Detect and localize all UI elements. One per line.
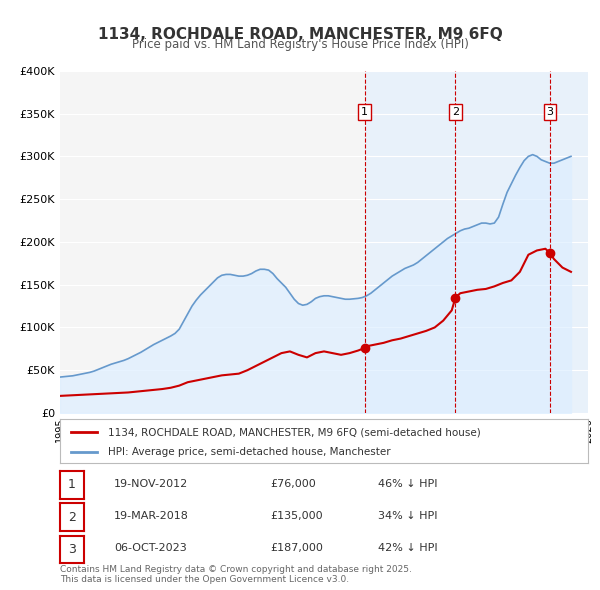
Text: 1134, ROCHDALE ROAD, MANCHESTER, M9 6FQ: 1134, ROCHDALE ROAD, MANCHESTER, M9 6FQ	[98, 27, 502, 41]
Text: 2: 2	[452, 107, 459, 117]
Text: 2: 2	[68, 510, 76, 524]
Text: 06-OCT-2023: 06-OCT-2023	[114, 543, 187, 553]
Text: 19-MAR-2018: 19-MAR-2018	[114, 511, 189, 521]
Text: 3: 3	[68, 543, 76, 556]
Text: £187,000: £187,000	[270, 543, 323, 553]
Text: 3: 3	[547, 107, 553, 117]
Text: 1: 1	[361, 107, 368, 117]
Text: 1134, ROCHDALE ROAD, MANCHESTER, M9 6FQ (semi-detached house): 1134, ROCHDALE ROAD, MANCHESTER, M9 6FQ …	[107, 427, 480, 437]
Text: 46% ↓ HPI: 46% ↓ HPI	[378, 478, 437, 489]
Bar	[365, 71, 455, 413]
Bar	[455, 71, 550, 413]
Text: Contains HM Land Registry data © Crown copyright and database right 2025.
This d: Contains HM Land Registry data © Crown c…	[60, 565, 412, 584]
Text: 34% ↓ HPI: 34% ↓ HPI	[378, 511, 437, 521]
Text: £76,000: £76,000	[270, 478, 316, 489]
Text: Price paid vs. HM Land Registry's House Price Index (HPI): Price paid vs. HM Land Registry's House …	[131, 38, 469, 51]
Text: 1: 1	[68, 478, 76, 491]
Text: 42% ↓ HPI: 42% ↓ HPI	[378, 543, 437, 553]
Bar	[550, 71, 588, 413]
Text: 19-NOV-2012: 19-NOV-2012	[114, 478, 188, 489]
Text: £135,000: £135,000	[270, 511, 323, 521]
Text: HPI: Average price, semi-detached house, Manchester: HPI: Average price, semi-detached house,…	[107, 447, 390, 457]
